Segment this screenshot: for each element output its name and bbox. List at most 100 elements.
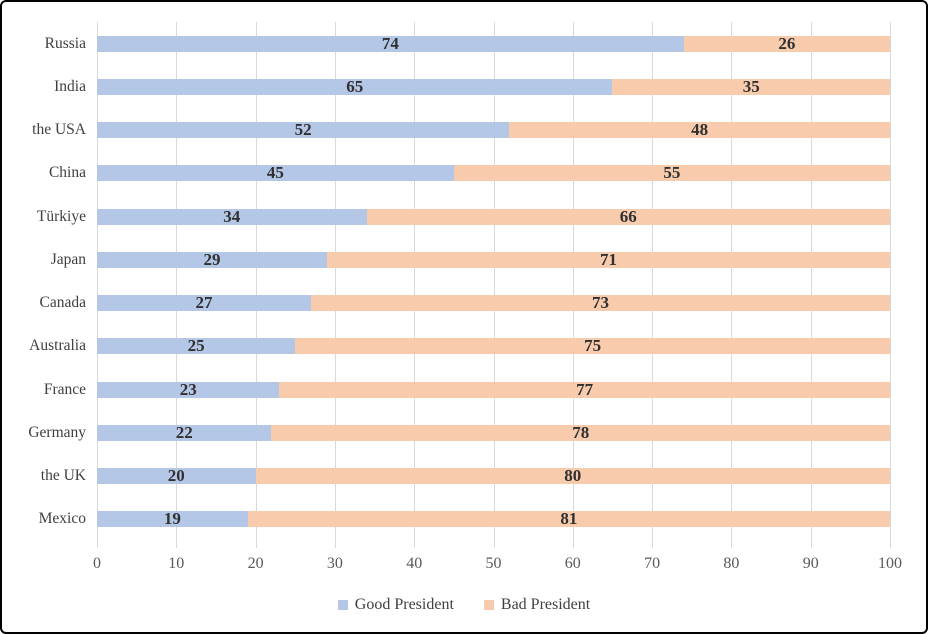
bar-segment-bad-president: 26	[683, 33, 890, 53]
gridline	[414, 22, 416, 541]
x-axis-tick-label: 20	[247, 555, 264, 572]
category-label: the USA	[32, 121, 86, 139]
bar-segment-bad-president: 78	[271, 422, 890, 442]
bar-segment-good-president: 74	[97, 33, 684, 53]
x-axis-tick-label: 50	[485, 555, 502, 572]
bar-row: 20 80	[97, 466, 890, 486]
bar-value-label: 55	[663, 163, 681, 183]
x-axis-tick-mark	[493, 541, 495, 548]
bar-row: 74 26	[97, 33, 890, 53]
bar-segment-good-president: 45	[97, 163, 454, 183]
bar-value-label: 29	[203, 249, 221, 269]
gridline	[652, 22, 654, 541]
bar-segment-bad-president: 80	[255, 466, 890, 486]
gridline	[890, 22, 891, 541]
bar-value-label: 48	[691, 120, 709, 140]
bar-segment-bad-president: 81	[247, 510, 890, 528]
x-axis-tick-label: 90	[802, 555, 819, 572]
legend-item: Good President	[337, 596, 454, 614]
category-label: India	[54, 77, 86, 95]
bar-row: 22 78	[97, 422, 890, 442]
gridline	[334, 22, 336, 541]
bar-segment-bad-president: 66	[366, 208, 890, 225]
bar-segment-bad-president: 48	[509, 120, 890, 140]
bar-value-label: 75	[584, 336, 602, 356]
gridline	[731, 22, 733, 541]
x-axis-tick-mark	[255, 541, 257, 548]
bar-value-label: 23	[179, 379, 197, 399]
bar-value-label: 77	[576, 379, 594, 399]
legend-label: Good President	[354, 596, 454, 613]
category-label: Mexico	[38, 510, 86, 528]
bar-value-label: 35	[742, 76, 760, 96]
x-axis-tick-mark	[334, 541, 336, 548]
x-axis-tick-mark	[97, 541, 98, 548]
x-axis-tick-mark	[810, 541, 812, 548]
category-label: Japan	[50, 250, 86, 268]
x-axis-tick-label: 40	[406, 555, 423, 572]
bar-value-label: 26	[778, 33, 796, 53]
category-label: the UK	[40, 467, 86, 485]
bar-row: 45 55	[97, 163, 890, 183]
bar-segment-good-president: 52	[97, 120, 510, 140]
bar-segment-bad-president: 35	[612, 76, 890, 96]
category-label: Russia	[44, 34, 86, 52]
x-axis-tick-label: 70	[644, 555, 661, 572]
bar-segment-good-president: 34	[97, 206, 367, 226]
bar-row: 52 48	[97, 120, 890, 140]
gridline	[176, 22, 178, 541]
x-axis-tick-label: 100	[878, 555, 902, 572]
bar-row: 19 81	[97, 509, 890, 529]
category-label: Türkiye	[36, 207, 86, 225]
bar-segment-bad-president: 75	[295, 336, 890, 356]
x-axis-tick-mark	[652, 541, 654, 548]
gridline	[255, 22, 257, 541]
bar-segment-good-president: 19	[97, 509, 248, 529]
legend: Good President Bad President	[2, 596, 926, 614]
bar-value-label: 25	[187, 336, 205, 356]
bar-row: 23 77	[97, 379, 890, 399]
x-axis-tick-mark	[572, 541, 574, 548]
bar-value-label: 27	[195, 293, 213, 313]
x-axis-tick-label: 30	[326, 555, 343, 572]
legend-item: Bad President	[483, 596, 591, 614]
bar-segment-good-president: 27	[97, 293, 312, 313]
category-label: France	[43, 380, 86, 398]
bar-value-label: 65	[346, 76, 364, 96]
bar-value-label: 74	[381, 33, 399, 53]
bar-value-label: 71	[599, 249, 617, 269]
gridline	[810, 22, 812, 541]
bar-value-label: 73	[592, 293, 610, 313]
x-axis-tick-mark	[176, 541, 178, 548]
legend-swatch-icon	[337, 600, 348, 610]
bar-segment-bad-president: 55	[453, 163, 890, 183]
bar-segment-good-president: 20	[97, 466, 256, 486]
bar-value-label: 19	[163, 509, 181, 529]
legend-label: Bad President	[500, 596, 591, 613]
bar-value-label: 45	[266, 163, 284, 183]
category-label: China	[48, 164, 86, 182]
bar-segment-good-president: 29	[97, 249, 327, 269]
x-axis-tick-label: 10	[168, 555, 185, 572]
bar-value-label: 20	[167, 466, 185, 486]
x-axis-tick-label: 80	[723, 555, 740, 572]
bar-row: 29 71	[97, 249, 890, 269]
bar-row: 34 66	[97, 206, 890, 226]
bar-segment-good-president: 23	[97, 379, 280, 399]
category-label: Australia	[29, 337, 86, 355]
bar-segment-good-president: 22	[97, 422, 272, 442]
bar-value-label: 78	[572, 422, 590, 442]
bar-value-label: 52	[294, 120, 312, 140]
bar-row: 65 35	[97, 76, 890, 96]
bar-value-label: 80	[564, 466, 582, 486]
bar-value-label: 22	[175, 422, 193, 442]
bar-segment-bad-president: 77	[279, 379, 890, 399]
bar-row: 25 75	[97, 336, 890, 356]
gridline	[572, 22, 574, 541]
gridline	[493, 22, 495, 541]
x-axis-tick-label: 0	[93, 555, 101, 572]
bar-segment-good-president: 25	[97, 336, 296, 356]
bar-value-label: 34	[223, 206, 241, 226]
bar-row: 27 73	[97, 293, 890, 313]
